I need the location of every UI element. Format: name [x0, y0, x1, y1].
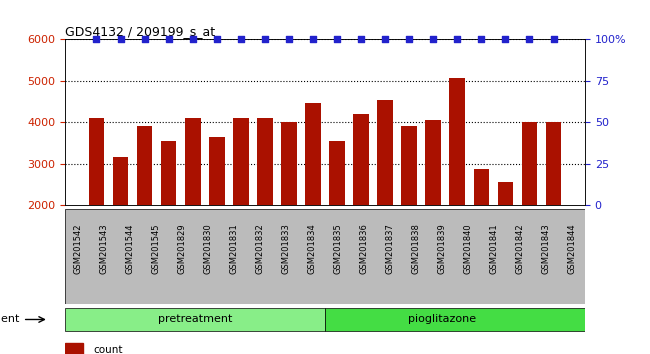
Bar [498, 182, 514, 289]
Point [259, 36, 270, 42]
Text: pretreatment: pretreatment [158, 314, 232, 325]
Text: GSM201836: GSM201836 [359, 223, 369, 274]
Text: count: count [94, 345, 123, 354]
Text: pioglitazone: pioglitazone [408, 314, 476, 325]
Point [549, 36, 559, 42]
Bar [450, 79, 465, 289]
Point [525, 36, 535, 42]
Bar [161, 141, 176, 289]
Text: GSM201837: GSM201837 [385, 223, 395, 274]
Point [187, 36, 198, 42]
Bar [65, 308, 325, 331]
Point [500, 36, 511, 42]
Text: agent: agent [0, 314, 20, 325]
Bar [546, 122, 562, 289]
Point [332, 36, 343, 42]
Point [91, 36, 101, 42]
Text: GSM201838: GSM201838 [411, 223, 421, 274]
Bar [474, 169, 489, 289]
Bar [377, 100, 393, 289]
Point [115, 36, 125, 42]
Text: GSM201834: GSM201834 [307, 223, 317, 274]
Point [211, 36, 222, 42]
Bar [88, 118, 104, 289]
Text: GSM201832: GSM201832 [255, 223, 265, 274]
Bar [522, 122, 538, 289]
Bar [185, 118, 200, 289]
Point [356, 36, 367, 42]
Point [235, 36, 246, 42]
Bar [112, 158, 128, 289]
Point [163, 36, 174, 42]
Text: GSM201830: GSM201830 [203, 223, 213, 274]
Bar [136, 126, 152, 289]
Text: GSM201833: GSM201833 [281, 223, 291, 274]
Text: GSM201544: GSM201544 [125, 223, 135, 274]
Text: GSM201542: GSM201542 [73, 223, 83, 274]
Bar [353, 114, 369, 289]
Point [452, 36, 463, 42]
Text: GSM201842: GSM201842 [515, 223, 525, 274]
Text: GSM201841: GSM201841 [489, 223, 499, 274]
Point [283, 36, 294, 42]
Bar [65, 343, 83, 354]
Point [380, 36, 391, 42]
Bar [281, 122, 297, 289]
Bar [329, 141, 345, 289]
Bar [402, 126, 417, 289]
Bar [257, 118, 273, 289]
Point [428, 36, 439, 42]
Text: GSM201840: GSM201840 [463, 223, 473, 274]
Bar [325, 308, 585, 331]
Bar [305, 103, 321, 289]
Bar [426, 120, 441, 289]
Bar [233, 118, 248, 289]
Text: GSM201829: GSM201829 [177, 223, 187, 274]
Text: GSM201543: GSM201543 [99, 223, 109, 274]
Text: GSM201839: GSM201839 [437, 223, 447, 274]
Point [139, 36, 150, 42]
Text: GSM201843: GSM201843 [541, 223, 551, 274]
Point [307, 36, 318, 42]
Point [476, 36, 487, 42]
Text: GSM201844: GSM201844 [567, 223, 577, 274]
Bar [209, 137, 224, 289]
Text: GSM201835: GSM201835 [333, 223, 343, 274]
Point [404, 36, 415, 42]
Text: GDS4132 / 209199_s_at: GDS4132 / 209199_s_at [65, 25, 215, 38]
Text: GSM201545: GSM201545 [151, 223, 161, 274]
Text: GSM201831: GSM201831 [229, 223, 239, 274]
